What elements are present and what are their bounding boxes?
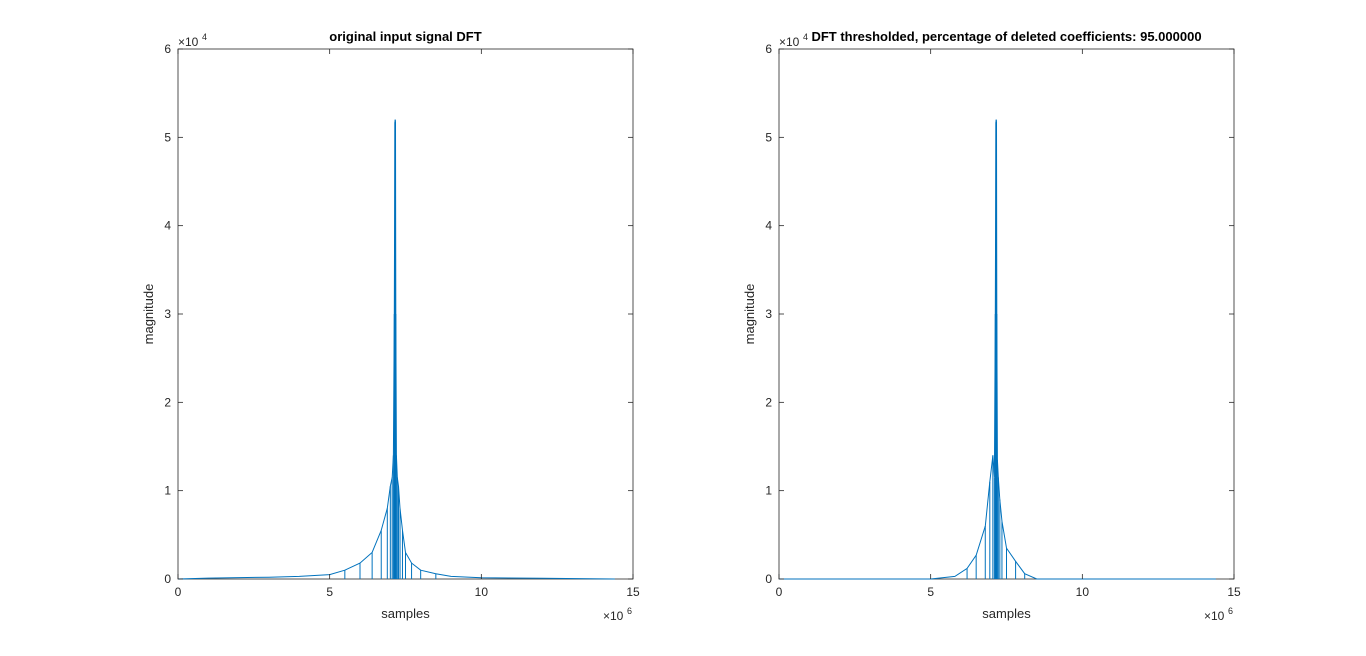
y-tick-label: 6: [164, 42, 171, 56]
y-tick-label: 3: [765, 307, 772, 321]
y-axis-exponent: 4: [202, 32, 207, 42]
x-tick-label: 15: [1227, 585, 1241, 599]
spectrum-spikes: [966, 119, 1026, 579]
y-tick-label: 4: [164, 219, 171, 233]
y-tick-label: 1: [765, 484, 772, 498]
x-tick-label: 15: [626, 585, 640, 599]
x-tick-label: 5: [326, 585, 333, 599]
x-axis-label: samples: [982, 606, 1031, 621]
y-tick-label: 5: [765, 130, 772, 144]
y-tick-label: 1: [164, 484, 171, 498]
y-axis-label: magnitude: [742, 284, 757, 345]
y-axis-exponent: 4: [803, 32, 808, 42]
x-tick-label: 10: [1076, 585, 1090, 599]
y-axis-multiplier: ×10: [779, 35, 800, 49]
spectrum-spikes: [344, 119, 437, 579]
chart-title: original input signal DFT: [329, 29, 481, 44]
y-tick-label: 0: [164, 572, 171, 586]
chart-title: DFT thresholded, percentage of deleted c…: [811, 29, 1201, 44]
y-tick-label: 2: [164, 395, 171, 409]
y-tick-label: 3: [164, 307, 171, 321]
plot-area: [177, 48, 634, 580]
x-axis-multiplier: ×10: [1204, 609, 1225, 623]
y-tick-label: 6: [765, 42, 772, 56]
x-tick-label: 10: [475, 585, 489, 599]
y-tick-label: 4: [765, 219, 772, 233]
y-tick-label: 5: [164, 130, 171, 144]
x-axis-label: samples: [381, 606, 430, 621]
x-tick-label: 5: [927, 585, 934, 599]
x-axis-exponent: 6: [627, 606, 632, 616]
x-tick-label: 0: [175, 585, 182, 599]
x-axis-exponent: 6: [1228, 606, 1233, 616]
x-axis-multiplier: ×10: [603, 609, 624, 623]
y-tick-label: 0: [765, 572, 772, 586]
plot-area: [778, 48, 1235, 580]
y-axis-label: magnitude: [141, 284, 156, 345]
y-tick-label: 2: [765, 395, 772, 409]
x-tick-label: 0: [776, 585, 783, 599]
y-axis-multiplier: ×10: [178, 35, 199, 49]
